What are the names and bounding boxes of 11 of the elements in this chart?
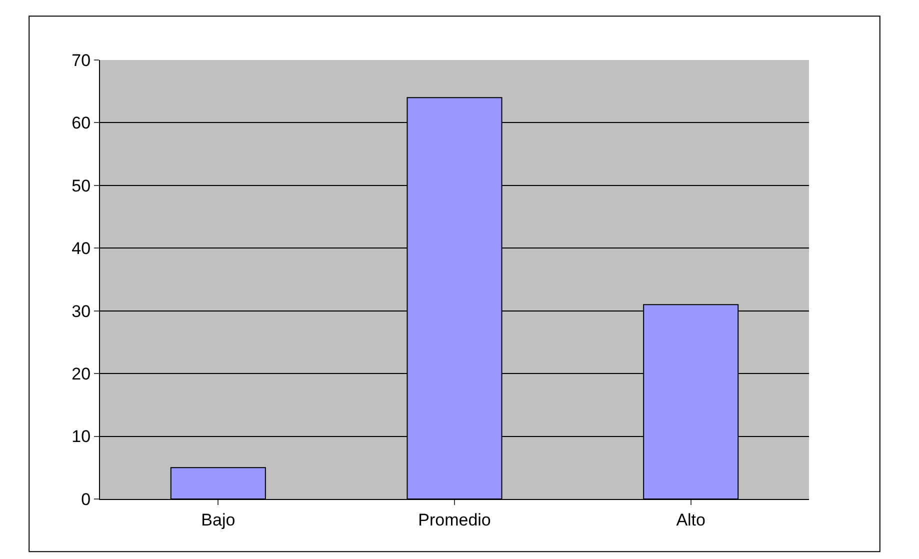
y-tick-label: 50 <box>72 176 91 196</box>
x-tick-label: Alto <box>676 510 706 530</box>
y-tick-label: 0 <box>81 490 91 509</box>
x-tick-label: Promedio <box>418 510 491 530</box>
y-tick-label: 20 <box>72 364 91 384</box>
y-tick-label: 40 <box>72 239 91 258</box>
y-tick-label: 30 <box>72 302 91 321</box>
x-tick-label: Bajo <box>201 510 236 530</box>
y-tick-label: 70 <box>72 50 91 70</box>
y-tick-label: 10 <box>72 427 91 446</box>
y-tick-label: 60 <box>72 114 91 133</box>
